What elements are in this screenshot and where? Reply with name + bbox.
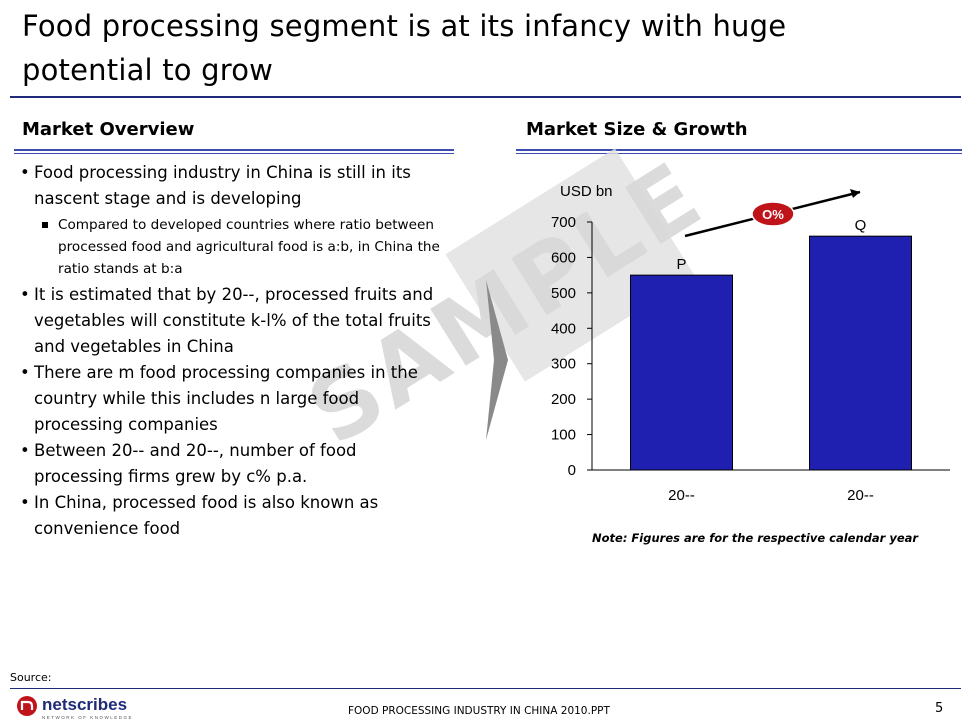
- overview-bullets: • Food processing industry in China is st…: [20, 160, 450, 542]
- list-item: • Between 20-- and 20--, number of food p…: [20, 441, 357, 486]
- bar-1: [630, 274, 733, 471]
- source-label: Source:: [10, 671, 52, 684]
- slide-title: Food processing segment is at its infanc…: [22, 9, 787, 87]
- svg-text:netscribes: netscribes: [42, 695, 127, 714]
- netscribes-logo: netscribes NETWORK OF KNOWLEDGE: [10, 688, 160, 720]
- bar-data-label: P: [676, 256, 686, 273]
- title-rule: [10, 96, 961, 98]
- left-heading-rule: [14, 149, 454, 154]
- growth-arrowhead-icon: [850, 189, 860, 198]
- market-overview-heading: Market Overview: [22, 119, 195, 140]
- svg-text:NETWORK OF KNOWLEDGE: NETWORK OF KNOWLEDGE: [42, 715, 133, 720]
- y-axis-label: USD bn: [560, 183, 613, 200]
- y-tick-label: 700: [551, 214, 576, 231]
- y-tick-label: 200: [551, 391, 576, 408]
- y-tick-label: 400: [551, 320, 576, 337]
- bar-data-label: Q: [855, 217, 867, 234]
- x-tick-label: 20--: [668, 487, 695, 504]
- list-item: • In China, processed food is also known …: [20, 493, 379, 538]
- chevron-arrow-icon: [486, 280, 508, 440]
- list-item: Compared to developed countries where ra…: [20, 214, 450, 280]
- chart-note: Note: Figures are for the respective cal…: [592, 531, 919, 545]
- y-tick-label: 500: [551, 285, 576, 302]
- bar-2: [809, 235, 912, 471]
- growth-label: O%: [762, 207, 784, 222]
- growth-badge: [751, 201, 795, 227]
- y-tick-label: 300: [551, 356, 576, 373]
- y-tick-label: 100: [551, 427, 576, 444]
- footer-filename: FOOD PROCESSING INDUSTRY IN CHINA 2010.P…: [348, 705, 610, 717]
- market-size-chart: USD bn 0 100 200 300 400 500 600 700 P 20-- Q 20--…: [551, 183, 950, 504]
- y-tick-label: 0: [568, 462, 576, 479]
- right-heading-rule: [516, 149, 962, 154]
- list-item: • It is estimated that by 20--, processed…: [20, 285, 434, 356]
- market-size-heading: Market Size & Growth: [526, 119, 748, 140]
- page-number: 5: [935, 701, 944, 716]
- list-item: • There are m food processing companies i…: [20, 363, 418, 434]
- footer-rule: [160, 688, 961, 689]
- x-tick-label: 20--: [847, 487, 874, 504]
- y-tick-label: 600: [551, 249, 576, 266]
- list-item: • Food processing industry in China is st…: [20, 163, 411, 208]
